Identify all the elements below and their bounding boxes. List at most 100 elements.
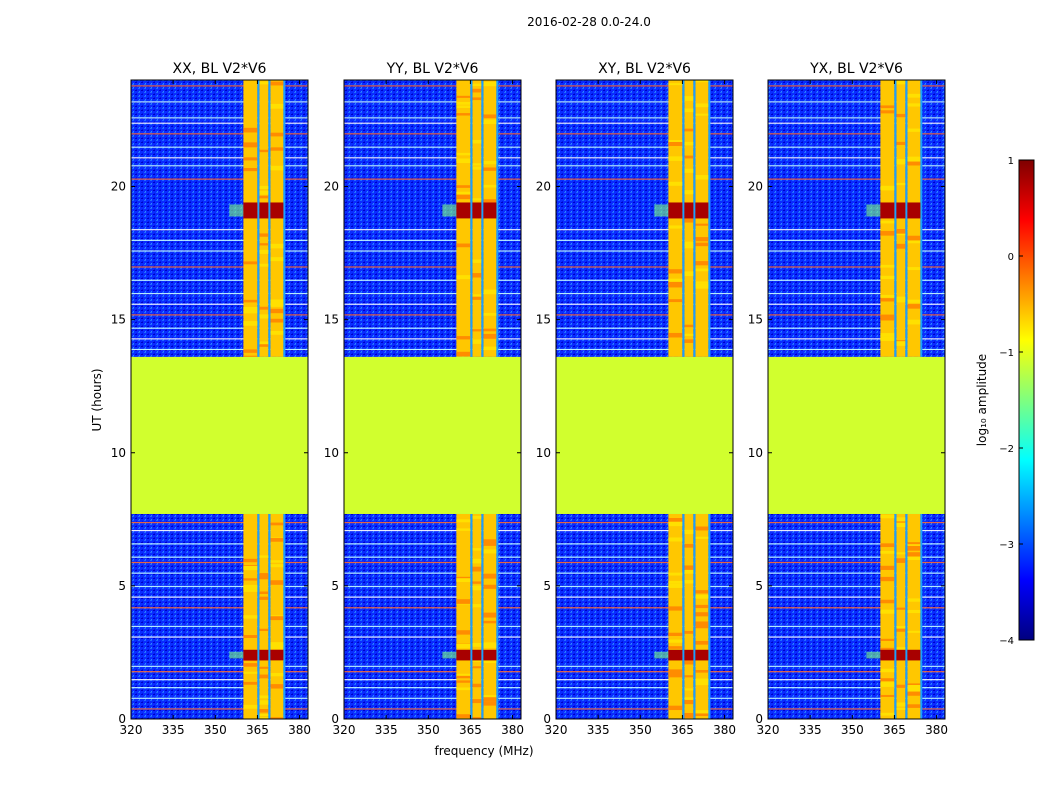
x-tick-label: 320 bbox=[333, 723, 356, 737]
no-data-gap bbox=[768, 356, 945, 514]
rfi-line bbox=[768, 229, 945, 231]
figure-suptitle: 2016-02-28 0.0-24.0 bbox=[527, 15, 651, 29]
x-tick-label: 365 bbox=[459, 723, 482, 737]
strong-rfi-cell bbox=[472, 649, 482, 661]
rfi-line bbox=[556, 687, 733, 689]
y-tick-label: 20 bbox=[536, 180, 551, 194]
rfi-line bbox=[344, 708, 521, 710]
x-tick-label: 365 bbox=[671, 723, 694, 737]
rfi-line bbox=[556, 314, 733, 316]
rfi-line bbox=[768, 101, 945, 103]
rfi-line bbox=[344, 625, 521, 628]
strong-rfi-cell bbox=[684, 202, 694, 219]
rfi-line bbox=[344, 679, 521, 681]
rfi-line bbox=[344, 266, 521, 268]
x-tick-label: 350 bbox=[841, 723, 864, 737]
x-tick-label: 335 bbox=[375, 723, 398, 737]
rfi-line bbox=[131, 636, 308, 638]
rfi-line bbox=[344, 101, 521, 103]
rfi-line bbox=[556, 665, 733, 667]
rfi-line bbox=[556, 239, 733, 241]
rfi-line bbox=[344, 338, 521, 340]
rfi-line bbox=[344, 133, 521, 135]
rfi-line bbox=[768, 687, 945, 689]
rfi-line bbox=[768, 561, 945, 564]
colorbar-gradient bbox=[1018, 159, 1035, 641]
rfi-line bbox=[556, 556, 733, 558]
rfi-line bbox=[556, 266, 733, 268]
rfi-line bbox=[131, 625, 308, 628]
y-tick-label: 5 bbox=[118, 579, 126, 593]
y-tick-label: 20 bbox=[324, 180, 339, 194]
rfi-line bbox=[131, 314, 308, 316]
rfi-line bbox=[131, 157, 308, 159]
x-tick-label: 350 bbox=[629, 723, 652, 737]
rfi-line bbox=[556, 561, 733, 564]
rfi-line bbox=[344, 572, 521, 574]
rfi-line bbox=[131, 529, 308, 532]
x-tick-label: 365 bbox=[883, 723, 906, 737]
x-tick-label: 350 bbox=[417, 723, 440, 737]
rfi-line bbox=[556, 529, 733, 532]
rfi-line bbox=[768, 303, 945, 305]
rfi-line bbox=[768, 133, 945, 135]
rfi-line bbox=[556, 293, 733, 295]
y-tick-label: 15 bbox=[324, 313, 339, 327]
panel-0: XX, BL V2*V6 320 335 350 365 380 0 5 10 15 20 bbox=[111, 61, 311, 737]
rfi-line bbox=[768, 679, 945, 681]
strong-rfi-cell bbox=[243, 202, 258, 219]
colorbar-tick-label: −1 bbox=[999, 348, 1014, 359]
rfi-line bbox=[344, 293, 521, 295]
rfi-line bbox=[344, 521, 521, 524]
strong-rfi-cell bbox=[668, 202, 683, 219]
rfi-line bbox=[768, 146, 945, 148]
rfi-line bbox=[131, 279, 308, 281]
rfi-line bbox=[556, 146, 733, 148]
rfi-line bbox=[344, 671, 521, 673]
axes-frame bbox=[767, 79, 946, 720]
rfi-line bbox=[131, 596, 308, 598]
rfi-line bbox=[768, 529, 945, 532]
rfi-line bbox=[768, 266, 945, 268]
rfi-line bbox=[556, 250, 733, 252]
strong-rfi-cell bbox=[243, 649, 258, 661]
y-tick-label: 0 bbox=[118, 712, 126, 726]
rfi-line bbox=[344, 665, 521, 667]
colorbar-label: log₁₀ amplitude bbox=[975, 354, 989, 446]
rfi-line bbox=[344, 122, 521, 124]
rfi-line bbox=[131, 687, 308, 689]
colorbar-tick-label: −2 bbox=[999, 444, 1014, 455]
strong-rfi-cell bbox=[668, 649, 683, 661]
rfi-line bbox=[344, 348, 521, 351]
no-data-gap bbox=[556, 356, 733, 514]
rfi-line bbox=[556, 585, 733, 588]
rfi-line bbox=[768, 85, 945, 87]
rfi-line bbox=[344, 279, 521, 281]
rfi-line bbox=[344, 165, 521, 167]
rfi-line bbox=[344, 556, 521, 558]
rfi-line bbox=[768, 607, 945, 609]
rfi-line bbox=[768, 585, 945, 588]
rfi-line bbox=[131, 178, 308, 180]
y-tick-label: 10 bbox=[324, 446, 339, 460]
rfi-line bbox=[344, 303, 521, 305]
strong-rfi-cell bbox=[472, 202, 482, 219]
rfi-line bbox=[768, 348, 945, 351]
rfi-line bbox=[131, 338, 308, 340]
figure-xlabel: frequency (MHz) bbox=[434, 744, 533, 758]
y-tick-label: 10 bbox=[748, 446, 763, 460]
rfi-line bbox=[768, 708, 945, 710]
rfi-line bbox=[131, 607, 308, 609]
axes-frame bbox=[130, 79, 309, 720]
rfi-line bbox=[556, 607, 733, 609]
x-tick-label: 335 bbox=[799, 723, 822, 737]
rfi-line bbox=[131, 521, 308, 524]
panel-title: XY, BL V2*V6 bbox=[598, 61, 691, 77]
rfi-line bbox=[556, 543, 733, 545]
heatmap-image bbox=[131, 80, 308, 719]
no-data-gap bbox=[131, 356, 308, 514]
rfi-line bbox=[556, 625, 733, 628]
rfi-line bbox=[556, 178, 733, 180]
